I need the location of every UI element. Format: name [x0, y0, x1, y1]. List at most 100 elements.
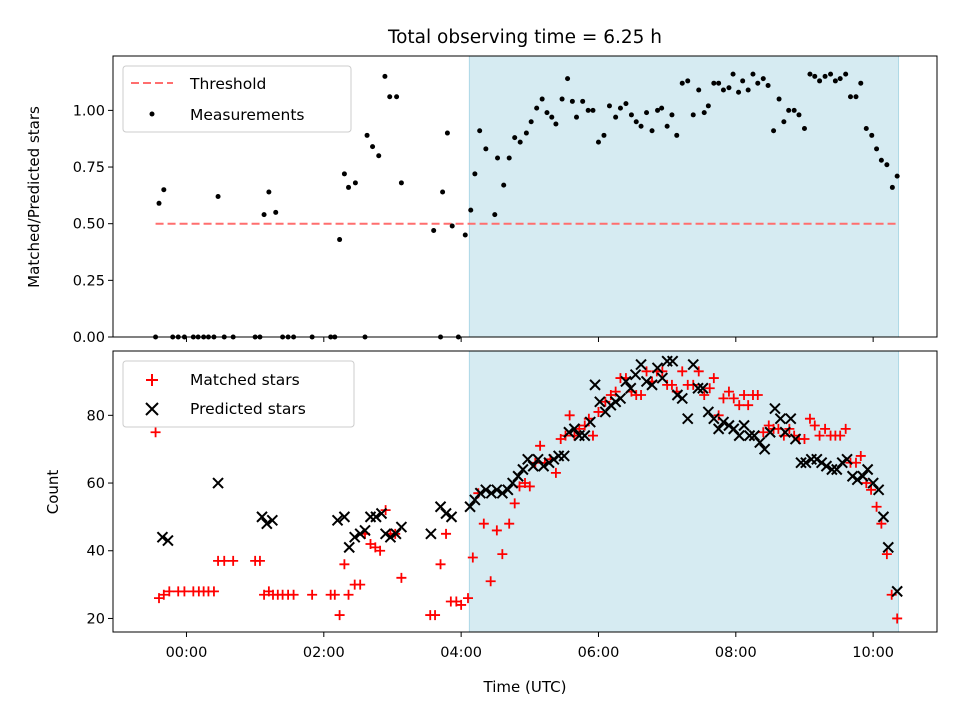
matched-stars-point-59: [535, 440, 546, 451]
measurements-point-97: [745, 87, 751, 93]
matched-stars-point-129: [892, 613, 903, 624]
matched-stars-point-97: [728, 393, 739, 404]
measurements-point-121: [869, 132, 875, 138]
predicted-stars-point-42: [563, 426, 575, 438]
measurements-point-37: [431, 227, 437, 233]
measurements-point-93: [726, 85, 732, 91]
measurements-point-80: [659, 105, 665, 111]
measurements-point-77: [644, 110, 650, 116]
measurements-point-96: [740, 78, 746, 84]
predicted-stars-point-73: [723, 419, 735, 432]
measurements-point-49: [495, 155, 501, 161]
measurements-point-78: [649, 128, 655, 134]
measurements-point-35: [394, 94, 400, 100]
measurements-point-43: [462, 232, 468, 238]
predicted-stars-point-8: [343, 541, 355, 554]
predicted-stars-point-32: [512, 470, 524, 482]
y-tick-label-0: 20: [87, 611, 105, 627]
matched-stars-point-28: [343, 589, 354, 600]
measurements-point-90: [711, 80, 717, 86]
measurements-point-91: [716, 80, 722, 86]
matched-stars-point-71: [593, 406, 604, 417]
predicted-stars-point-19: [425, 528, 437, 540]
measurements-point-45: [472, 171, 478, 177]
predicted-stars-point-97: [846, 470, 859, 482]
predicted-stars-point-72: [717, 416, 730, 428]
y-tick-label-0: 0.00: [73, 330, 105, 346]
measurements-point-84: [679, 80, 685, 86]
predicted-stars-point-41: [558, 450, 570, 462]
predicted-stars-point-62: [666, 355, 679, 367]
legend-measurements-label: Measurements: [190, 106, 305, 124]
measurements-point-18: [273, 209, 279, 215]
measurements-point-25: [337, 237, 343, 243]
x-tick-label-1: 02:00: [303, 645, 345, 661]
matched-stars-point-95: [718, 393, 729, 404]
measurements-point-17: [266, 189, 272, 195]
predicted-stars-point-58: [646, 379, 658, 391]
measurements-point-87: [696, 87, 702, 93]
measurements-point-110: [812, 73, 818, 79]
legend-predicted-label: Predicted stars: [190, 400, 306, 418]
matched-stars-point-118: [835, 430, 846, 441]
predicted-stars-point-92: [820, 460, 833, 472]
measurements-point-62: [565, 76, 571, 82]
predicted-stars-point-99: [857, 470, 869, 482]
predicted-stars-point-102: [872, 484, 885, 496]
predicted-stars-point-9: [348, 531, 361, 543]
predicted-stars-point-4: [261, 517, 273, 530]
measurements-point-61: [559, 96, 565, 102]
predicted-stars-point-26: [480, 484, 492, 496]
measurements-point-70: [606, 103, 612, 109]
measurements-point-117: [847, 94, 853, 100]
predicted-stars-point-100: [861, 463, 874, 476]
legend-measurements-swatch: [149, 111, 155, 117]
predicted-stars-point-51: [609, 396, 622, 408]
matched-stars-point-83: [657, 366, 668, 377]
predicted-stars-point-6: [331, 514, 344, 526]
measurements-point-65: [580, 98, 586, 104]
count-legend: Matched stars Predicted stars: [122, 360, 355, 428]
measurements-point-47: [483, 146, 489, 152]
predicted-stars-point-53: [620, 375, 632, 388]
predicted-stars-point-105: [891, 585, 903, 598]
predicted-stars-point-45: [579, 429, 591, 442]
measurements-point-108: [801, 126, 807, 132]
predicted-stars-point-95: [836, 457, 848, 469]
ratio-series-layer: [153, 71, 900, 340]
measurements-point-33: [382, 73, 388, 79]
matched-stars-point-93: [708, 373, 719, 384]
measurements-point-116: [843, 71, 849, 77]
measurements-point-123: [878, 157, 884, 163]
measurements-point-26: [341, 171, 347, 177]
x-tick-label-0: 00:00: [166, 645, 208, 661]
predicted-stars-point-2: [212, 477, 224, 489]
measurements-point-53: [517, 139, 523, 145]
predicted-stars-point-30: [502, 484, 514, 496]
matched-stars-point-3: [164, 586, 175, 597]
y-tick-label-1: 40: [87, 544, 105, 560]
measurements-point-55: [528, 119, 534, 125]
predicted-stars-point-1: [162, 534, 174, 547]
predicted-stars-point-80: [758, 443, 771, 455]
measurements-point-94: [730, 71, 736, 77]
x-tick-label-5: 10:00: [852, 645, 894, 661]
predicted-stars-point-76: [738, 419, 750, 432]
measurements-point-1: [156, 200, 162, 206]
measurements-point-81: [664, 123, 670, 129]
measurements-point-79: [655, 107, 661, 113]
measurements-point-36: [398, 180, 404, 186]
count-observing-window: [468, 350, 900, 633]
predicted-stars-point-85: [785, 413, 797, 425]
matched-stars-point-102: [752, 390, 763, 401]
matched-stars-point-98: [734, 400, 745, 411]
measurements-point-2: [161, 187, 167, 193]
matched-stars-point-46: [463, 593, 474, 604]
measurements-point-40: [444, 130, 450, 136]
count-y-ticks: 20 40 60 80: [87, 408, 113, 627]
predicted-stars-point-22: [445, 511, 458, 523]
predicted-stars-point-87: [795, 457, 807, 469]
matched-stars-point-119: [840, 423, 851, 434]
